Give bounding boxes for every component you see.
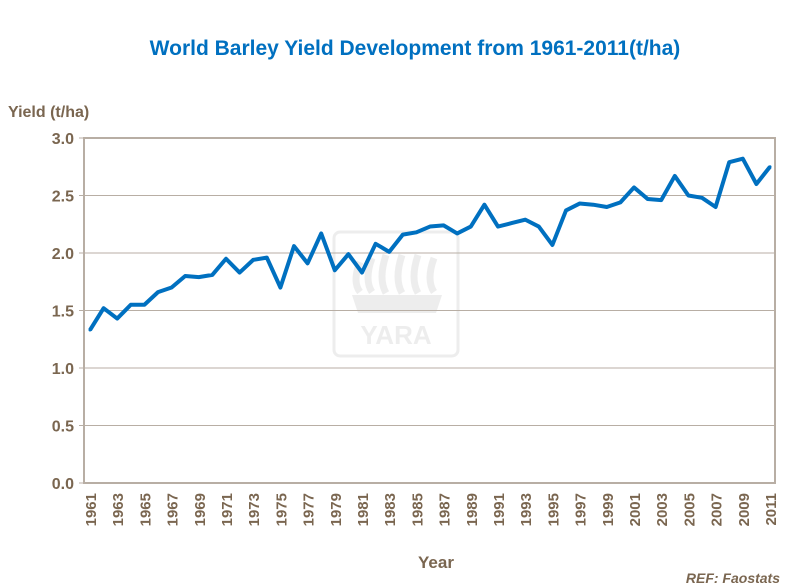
x-tick-label: 2011 bbox=[763, 493, 780, 526]
x-tick-label: 1963 bbox=[110, 493, 127, 526]
x-tick-label: 2003 bbox=[654, 493, 671, 526]
x-tick-label: 1975 bbox=[273, 493, 290, 526]
x-tick-label: 1993 bbox=[518, 493, 535, 526]
x-tick-label: 1983 bbox=[382, 493, 399, 526]
yara-logo-watermark: YARA bbox=[332, 230, 460, 358]
x-tick-label: 1991 bbox=[491, 493, 508, 526]
x-tick-label: 2005 bbox=[681, 493, 698, 526]
x-tick-label: 2009 bbox=[736, 493, 753, 526]
x-tick-label: 1973 bbox=[246, 493, 263, 526]
y-tick-label: 1.5 bbox=[52, 304, 74, 321]
x-tick-label: 1985 bbox=[409, 493, 426, 526]
x-tick-label: 1999 bbox=[600, 493, 617, 526]
svg-text:YARA: YARA bbox=[360, 320, 432, 350]
x-tick-label: 1969 bbox=[192, 493, 209, 526]
y-tick-label: 0.0 bbox=[52, 476, 74, 493]
x-tick-label: 1995 bbox=[545, 493, 562, 526]
x-tick-label: 1989 bbox=[464, 493, 481, 526]
x-tick-label: 1965 bbox=[137, 493, 154, 526]
source-note: REF: Faostats bbox=[686, 570, 780, 586]
x-tick-label: 2007 bbox=[709, 493, 726, 526]
y-tick-label: 2.5 bbox=[52, 189, 74, 206]
plot-frame bbox=[83, 137, 776, 484]
x-tick-label: 1981 bbox=[355, 493, 372, 526]
series-line-yield bbox=[88, 156, 772, 332]
y-tick-label: 1.0 bbox=[52, 361, 74, 378]
x-tick-label: 1987 bbox=[437, 493, 454, 526]
x-tick-label: 2001 bbox=[627, 493, 644, 526]
x-tick-label: 1997 bbox=[573, 493, 590, 526]
y-tick-label: 2.0 bbox=[52, 246, 74, 263]
y-axis-label: Yield (t/ha) bbox=[8, 104, 89, 121]
chart-title: World Barley Yield Development from 1961… bbox=[150, 37, 681, 60]
x-tick-label: 1971 bbox=[219, 493, 236, 526]
x-tick-label: 1979 bbox=[328, 493, 345, 526]
y-tick-label: 3.0 bbox=[52, 131, 74, 148]
x-tick-label: 1967 bbox=[165, 493, 182, 526]
x-tick-label: 1977 bbox=[301, 493, 318, 526]
x-axis-label: Year bbox=[418, 553, 454, 572]
y-tick-label: 0.5 bbox=[52, 419, 74, 436]
x-tick-label: 1961 bbox=[83, 493, 100, 526]
